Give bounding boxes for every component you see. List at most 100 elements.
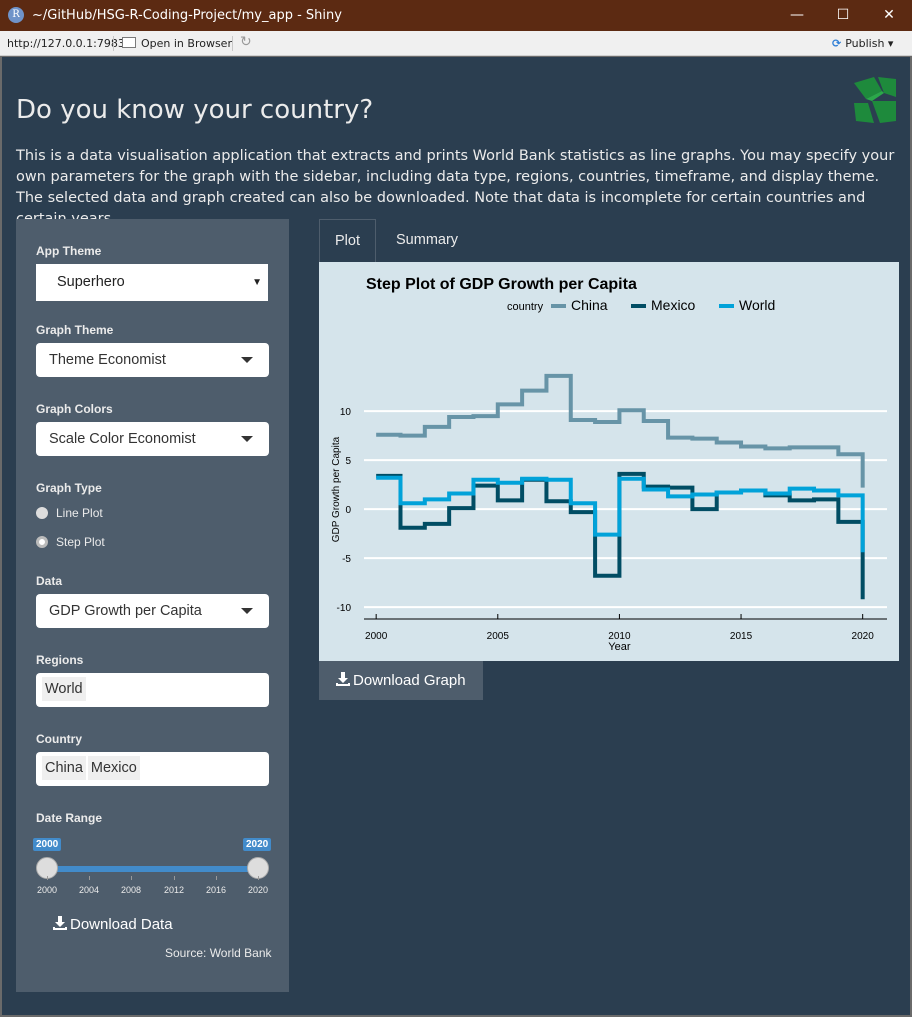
download-icon — [336, 672, 350, 686]
tab-plot[interactable]: Plot — [319, 219, 376, 262]
caret-down-icon — [241, 608, 253, 614]
minimize-button[interactable]: — — [790, 7, 804, 23]
slider-from-value: 2000 — [33, 838, 62, 851]
source-note: Source: World Bank — [165, 946, 272, 960]
region-tag[interactable]: World — [42, 677, 86, 701]
slider-track[interactable] — [47, 866, 258, 872]
sidebar-panel: App Theme Superhero ▼ Graph Theme Theme … — [16, 219, 289, 992]
open-in-browser-label: Open in Browser — [141, 37, 232, 50]
toolbar-divider — [232, 36, 233, 51]
radio-unchecked-icon — [36, 507, 48, 519]
x-tick-label: 2000 — [365, 631, 388, 642]
plot-panel: Step Plot of GDP Growth per Capita countr… — [319, 262, 899, 661]
shiny-app: Do you know your country? This is a data… — [2, 57, 910, 1015]
slider-tick — [216, 876, 217, 880]
radio-step-plot-label: Step Plot — [56, 535, 105, 549]
graph-theme-label: Graph Theme — [36, 323, 114, 337]
slider-tick-label: 2000 — [36, 885, 58, 895]
publish-icon: ⟳ — [832, 37, 842, 50]
publish-label: Publish — [845, 37, 885, 50]
y-tick-label: 5 — [345, 456, 351, 467]
world-bank-logo-icon — [854, 77, 896, 123]
browser-window-icon — [122, 37, 136, 48]
y-tick-label: -10 — [337, 603, 352, 614]
refresh-icon[interactable]: ↻ — [240, 34, 252, 50]
x-tick-label: 2005 — [487, 631, 510, 642]
graph-theme-select[interactable]: Theme Economist — [36, 343, 269, 377]
country-tag[interactable]: China — [42, 756, 86, 780]
country-tag[interactable]: Mexico — [87, 756, 140, 780]
data-value: GDP Growth per Capita — [49, 603, 202, 619]
toolbar-divider — [113, 36, 114, 51]
series-line-world — [376, 475, 865, 553]
download-graph-button[interactable]: Download Graph — [319, 661, 483, 700]
slider-tick-label: 2004 — [78, 885, 100, 895]
slider-tick — [131, 876, 132, 880]
download-graph-label: Download Graph — [353, 672, 466, 689]
window-titlebar: R ~/GitHub/HSG-R-Coding-Project/my_app -… — [0, 0, 912, 31]
graph-theme-value: Theme Economist — [49, 352, 166, 368]
graph-type-label: Graph Type — [36, 481, 102, 495]
slider-tick-label: 2008 — [120, 885, 142, 895]
radio-checked-icon — [36, 536, 48, 548]
open-in-browser-button[interactable]: Open in Browser — [122, 37, 232, 50]
caret-down-icon — [241, 436, 253, 442]
intro-text: This is a data visualisation application… — [16, 148, 895, 227]
regions-label: Regions — [36, 653, 84, 667]
y-tick-label: 10 — [340, 407, 352, 418]
close-button[interactable]: ✕ — [883, 7, 895, 23]
slider-tick — [89, 876, 90, 880]
viewer-toolbar: http://127.0.0.1:7983 Open in Browser ↻ … — [0, 31, 912, 56]
graph-colors-label: Graph Colors — [36, 402, 113, 416]
app-theme-value: Superhero — [57, 274, 125, 290]
x-tick-label: 2020 — [852, 631, 875, 642]
download-data-label: Download Data — [70, 916, 173, 933]
legend-title: country — [507, 301, 544, 313]
main-tabs: Plot Summary — [319, 219, 899, 262]
slider-tick-label: 2012 — [163, 885, 185, 895]
x-tick-label: 2015 — [730, 631, 753, 642]
radio-step-plot[interactable]: Step Plot — [36, 535, 105, 549]
regions-input[interactable]: World — [36, 673, 269, 707]
country-input[interactable]: China Mexico — [36, 752, 269, 786]
y-tick-label: 0 — [345, 505, 351, 516]
country-label: Country — [36, 732, 82, 746]
download-data-button[interactable]: Download Data — [53, 916, 173, 933]
tab-summary[interactable]: Summary — [396, 232, 459, 248]
chart-title: Step Plot of GDP Growth per Capita — [366, 276, 637, 293]
legend-label: China — [571, 297, 608, 313]
slider-tick — [47, 876, 48, 880]
gdp-step-chart: Step Plot of GDP Growth per Capita countr… — [331, 276, 887, 653]
x-tick-label: 2010 — [608, 631, 631, 642]
slider-tick-label: 2020 — [247, 885, 269, 895]
url-display[interactable]: http://127.0.0.1:7983 — [7, 37, 125, 50]
slider-tick-label: 2016 — [205, 885, 227, 895]
date-range-slider[interactable]: 2000 2020 2000 2004 2008 2012 2016 2020 — [30, 831, 280, 895]
publish-button[interactable]: ⟳ Publish ▾ — [832, 37, 894, 50]
radio-line-plot[interactable]: Line Plot — [36, 506, 103, 520]
slider-tick — [258, 876, 259, 880]
graph-colors-value: Scale Color Economist — [49, 431, 196, 447]
caret-down-icon — [241, 357, 253, 363]
series-line-mexico — [376, 471, 865, 600]
data-select[interactable]: GDP Growth per Capita — [36, 594, 269, 628]
slider-tick — [174, 876, 175, 880]
series-line-china — [376, 373, 865, 488]
date-range-label: Date Range — [36, 811, 103, 825]
x-axis-label: Year — [608, 641, 631, 653]
r-app-icon: R — [8, 7, 24, 23]
data-label: Data — [36, 574, 63, 588]
window-title: ~/GitHub/HSG-R-Coding-Project/my_app - S… — [32, 8, 342, 23]
app-theme-label: App Theme — [36, 244, 102, 258]
y-axis-label: GDP Growth per Capita — [331, 436, 342, 542]
legend-label: Mexico — [651, 297, 696, 313]
graph-colors-select[interactable]: Scale Color Economist — [36, 422, 269, 456]
page-title: Do you know your country? — [16, 95, 374, 125]
maximize-button[interactable]: ☐ — [836, 7, 850, 23]
slider-to-value: 2020 — [243, 838, 272, 851]
app-theme-select[interactable]: Superhero ▼ — [36, 264, 268, 301]
y-tick-label: -5 — [342, 554, 351, 565]
radio-line-plot-label: Line Plot — [56, 506, 103, 520]
dropdown-arrow-icon: ▼ — [252, 277, 262, 288]
legend-label: World — [739, 297, 775, 313]
